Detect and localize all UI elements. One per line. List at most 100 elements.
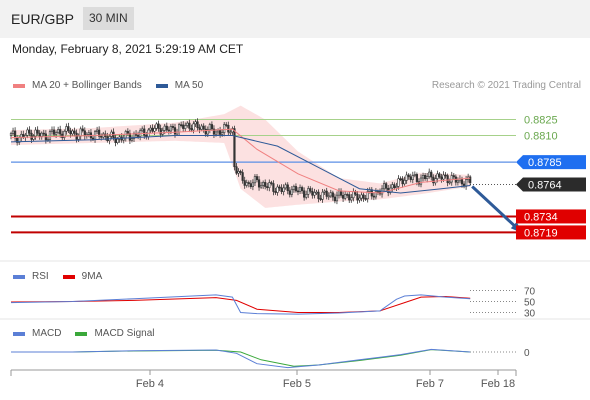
- candle-body: [257, 179, 261, 188]
- candle-body: [323, 190, 326, 193]
- ma20-swatch: [13, 83, 25, 88]
- ma50-legend-label: MA 50: [174, 80, 204, 91]
- candle-body: [69, 130, 72, 135]
- candle-body: [350, 197, 353, 201]
- candle-body: [75, 132, 78, 140]
- candle-body: [360, 194, 363, 199]
- candle-body: [137, 134, 140, 137]
- candle-body: [237, 171, 240, 174]
- candle-body: [262, 182, 265, 186]
- candle-body: [93, 131, 97, 140]
- candle-body: [20, 133, 23, 138]
- support-tag: [516, 225, 586, 240]
- candle-body: [235, 166, 238, 174]
- candle-body: [63, 130, 66, 138]
- candle-body: [214, 131, 218, 135]
- candle-body: [356, 193, 359, 201]
- candle-body: [309, 188, 312, 192]
- candle-body: [219, 129, 222, 135]
- candle-body: [108, 136, 111, 141]
- candle-body: [124, 131, 127, 139]
- rsi-level-label: 30: [524, 309, 536, 320]
- candle-body: [77, 135, 80, 140]
- candle-body: [446, 175, 449, 183]
- rsi-ma-line: [10, 296, 471, 313]
- candle-body: [182, 124, 185, 129]
- candle-body: [145, 134, 148, 138]
- candle-body: [462, 183, 466, 187]
- candle-body: [186, 122, 189, 126]
- candle-body: [444, 174, 447, 177]
- candle-body: [132, 133, 136, 139]
- candle-body: [178, 124, 181, 133]
- candle-body: [245, 182, 248, 186]
- support-label: 0.8734: [524, 211, 558, 223]
- candle-body: [104, 133, 107, 137]
- resistance-label: 0.8810: [524, 130, 558, 142]
- candle-body: [307, 188, 310, 195]
- candle-body: [134, 133, 138, 136]
- macd-signal-swatch: [75, 331, 88, 336]
- candle-body: [143, 128, 146, 136]
- candle-body: [71, 130, 74, 135]
- macd-signal-legend-label: MACD Signal: [94, 328, 155, 339]
- candle-body: [169, 126, 173, 132]
- candle-body: [50, 129, 54, 132]
- candle-body: [44, 133, 47, 141]
- candle-body: [419, 177, 423, 185]
- main-legend: MA 20 + Bollinger Bands MA 50: [13, 80, 203, 91]
- candle-body: [417, 181, 421, 185]
- candle-body: [16, 137, 19, 143]
- candle-body: [57, 129, 60, 133]
- candle-body: [272, 183, 275, 192]
- candle-body: [450, 175, 453, 183]
- candle-body: [282, 187, 285, 192]
- candle-body: [413, 174, 416, 176]
- timeframe-badge[interactable]: 30 MIN: [83, 7, 134, 30]
- candle-body: [155, 123, 158, 129]
- candle-body: [151, 127, 154, 132]
- candle-body: [206, 129, 209, 135]
- candle-body: [165, 125, 168, 131]
- candle-body: [233, 128, 236, 168]
- candle-body: [276, 186, 279, 193]
- candle-body: [421, 175, 425, 179]
- candle-body: [157, 123, 160, 129]
- candle-body: [298, 187, 302, 192]
- candle-body: [118, 136, 121, 140]
- candle-body: [87, 132, 90, 135]
- candle-body: [428, 171, 431, 177]
- candle-body: [241, 172, 244, 181]
- candle-body: [231, 128, 234, 133]
- candle-body: [358, 197, 361, 201]
- candle-body: [274, 191, 277, 193]
- candle-body: [464, 179, 468, 187]
- candle-body: [18, 137, 21, 143]
- pivot-tag: [516, 155, 586, 170]
- candle-body: [225, 124, 228, 126]
- candle-body: [54, 132, 58, 135]
- bollinger-band: [11, 105, 471, 208]
- candle-body: [380, 188, 384, 195]
- candle-body: [393, 184, 396, 189]
- candle-body: [100, 136, 103, 138]
- candle-body: [116, 138, 119, 143]
- candle-body: [173, 127, 177, 135]
- candle-body: [184, 125, 187, 129]
- candle-body: [339, 190, 343, 196]
- candle-body: [110, 131, 113, 137]
- candle-body: [268, 182, 271, 188]
- candle-body: [112, 131, 115, 138]
- candle-body: [30, 132, 33, 140]
- candle-body: [370, 189, 373, 197]
- candle-body: [202, 125, 205, 130]
- rsi-swatch: [13, 274, 25, 279]
- pivot-label: 0.8785: [528, 157, 562, 169]
- currency-pair: EUR/GBP: [11, 11, 75, 27]
- candle-body: [432, 176, 435, 184]
- candle-body: [389, 187, 392, 193]
- candle-body: [395, 186, 398, 189]
- candle-body: [52, 129, 56, 135]
- candle-body: [149, 127, 152, 131]
